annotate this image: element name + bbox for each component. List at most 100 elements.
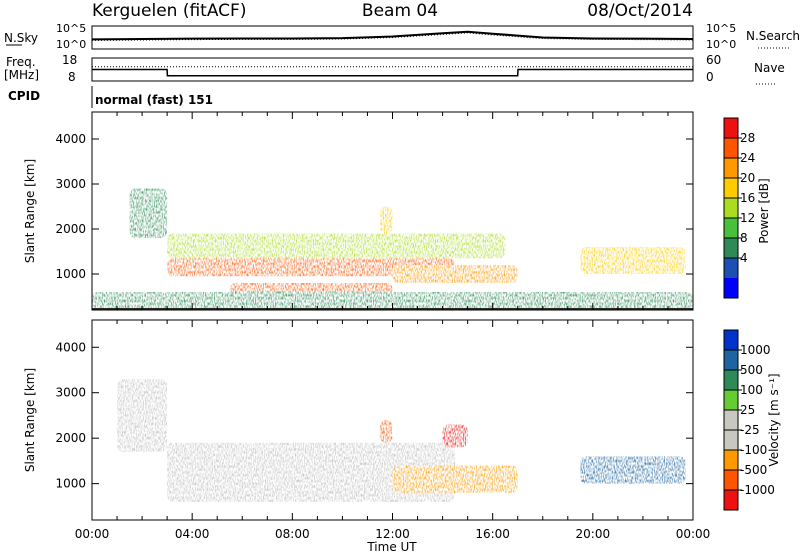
velocity-colorbar-tick-label-0: 1000 xyxy=(740,343,771,357)
noise-sky-label: N.Sky xyxy=(4,31,38,45)
power-colorbar-swatch-5 xyxy=(724,218,738,239)
velocity-colorbar-swatch-4 xyxy=(724,410,738,431)
velocity-colorbar-swatch-0 xyxy=(724,330,738,351)
power-colorbar-tick-label-1: 24 xyxy=(740,151,755,165)
freq-tick-18: 18 xyxy=(62,53,77,67)
noise-tick-top-left: 10^5 xyxy=(56,22,86,35)
noise-series-0 xyxy=(91,30,694,41)
power-region-7 xyxy=(92,292,693,309)
power-scatter xyxy=(92,188,693,309)
velocity-colorbar-tick-label-4: -25 xyxy=(740,423,760,437)
power-data xyxy=(92,188,693,310)
velocity-ylabel: Slant Range [km] xyxy=(23,368,37,472)
velocity-ytick-label-1: 2000 xyxy=(55,431,86,445)
velocity-colorbar-frame xyxy=(723,329,739,511)
power-colorbar-swatch-8 xyxy=(724,278,738,299)
time-tick-label-2: 08:00 xyxy=(275,527,310,541)
power-region-6 xyxy=(580,247,686,274)
velocity-region-4 xyxy=(580,456,686,484)
velocity-colorbar: 1000 500 100 25 -25 -100 -500 -1000 xyxy=(723,329,775,511)
velocity-data xyxy=(117,379,686,502)
velocity-colorbar-tick-label-7: -1000 xyxy=(740,483,775,497)
power-colorbar-tick-label-3: 16 xyxy=(740,191,755,205)
velocity-colorbar-swatch-8 xyxy=(724,490,738,511)
noise-lines xyxy=(91,30,694,41)
power-ylabel: Slant Range [km] xyxy=(23,159,37,263)
velocity-colorbar-swatch-5 xyxy=(724,430,738,451)
velocity-region-2 xyxy=(392,465,518,493)
velocity-ytick-label-3: 4000 xyxy=(55,340,86,354)
velocity-region-0 xyxy=(167,442,456,502)
power-ytick-label-1: 2000 xyxy=(55,222,86,236)
velocity-scatter xyxy=(117,379,686,502)
noise-tick-bottom-left: 10^0 xyxy=(56,38,86,51)
velocity-colorbar-tick-label-2: 100 xyxy=(740,383,763,397)
power-colorbar-label: Power [dB] xyxy=(757,178,771,243)
velocity-colorbar-swatch-7 xyxy=(724,470,738,491)
velocity-region-5 xyxy=(442,424,468,448)
cpid-label: CPID xyxy=(8,89,40,103)
freq-lines xyxy=(92,66,693,77)
power-region-4 xyxy=(129,188,168,238)
power-ytick-label-3: 4000 xyxy=(55,132,86,146)
freq-label-1: Freq. xyxy=(6,55,36,69)
freq-tick-8: 8 xyxy=(68,70,76,84)
power-colorbar-tick-label-6: 4 xyxy=(740,251,748,265)
power-region-3 xyxy=(392,265,518,283)
power-region-0 xyxy=(167,258,456,277)
power-colorbar-tick-label-0: 28 xyxy=(740,131,755,145)
noise-series-1 xyxy=(91,32,694,41)
power-region-5 xyxy=(379,206,393,234)
power-colorbar-tick-label-4: 12 xyxy=(740,211,755,225)
power-colorbar-swatch-0 xyxy=(724,118,738,139)
velocity-colorbar-tick-label-6: -500 xyxy=(740,463,767,477)
nave-label: Nave xyxy=(754,61,785,75)
velocity-colorbar-label: Velocity [m s⁻¹] xyxy=(767,373,781,466)
power-region-2 xyxy=(167,233,506,259)
power-panel-frame xyxy=(91,111,694,311)
power-colorbar-tick-label-5: 8 xyxy=(740,231,748,245)
noise-panel-frame xyxy=(91,25,694,50)
noise-tick-top-right: 10^5 xyxy=(706,22,736,35)
power-colorbar-swatch-7 xyxy=(724,258,738,279)
velocity-colorbar-swatch-1 xyxy=(724,350,738,371)
velocity-region-1 xyxy=(117,379,168,452)
power-ytick-label-2: 3000 xyxy=(55,177,86,191)
power-axes: 1000 2000 3000 4000 xyxy=(55,112,694,310)
time-tick-label-5: 20:00 xyxy=(576,527,611,541)
power-ytick-label-0: 1000 xyxy=(55,267,86,281)
cpid-value: normal (fast) 151 xyxy=(95,93,213,107)
power-colorbar-swatch-6 xyxy=(724,238,738,259)
time-tick-label-3: 12:00 xyxy=(375,527,410,541)
velocity-colorbar-swatch-3 xyxy=(724,390,738,411)
power-colorbar: 28 24 20 16 12 8 4 xyxy=(723,117,755,299)
noise-search-label: N.Search xyxy=(746,29,800,43)
beam-title: Beam 04 xyxy=(362,1,438,21)
station-title: Kerguelen (fitACF) xyxy=(92,1,246,21)
power-colorbar-tick-label-2: 20 xyxy=(740,171,755,185)
time-tick-label-1: 04:00 xyxy=(175,527,210,541)
time-axis: 00:00 04:00 08:00 12:00 16:00 20:00 00:00 xyxy=(75,527,711,541)
velocity-colorbar-swatch-2 xyxy=(724,370,738,391)
time-tick-label-6: 00:00 xyxy=(676,527,711,541)
power-colorbar-swatch-2 xyxy=(724,158,738,179)
power-colorbar-swatch-1 xyxy=(724,138,738,159)
velocity-colorbar-tick-label-1: 500 xyxy=(740,363,763,377)
time-tick-label-4: 16:00 xyxy=(475,527,510,541)
freq-series xyxy=(92,68,693,77)
power-colorbar-swatch-3 xyxy=(724,178,738,199)
velocity-colorbar-swatch-6 xyxy=(724,450,738,471)
freq-label-2: [MHz] xyxy=(4,68,39,82)
time-tick-label-0: 00:00 xyxy=(75,527,110,541)
power-colorbar-swatch-4 xyxy=(724,198,738,219)
velocity-axes: 1000 2000 3000 4000 xyxy=(55,320,694,520)
velocity-colorbar-tick-label-3: 25 xyxy=(740,403,755,417)
noise-tick-bottom-right: 10^0 xyxy=(706,38,736,51)
nave-tick-60: 60 xyxy=(706,53,721,67)
nave-tick-0: 0 xyxy=(706,70,714,84)
velocity-region-3 xyxy=(379,420,393,443)
time-axis-label: Time UT xyxy=(366,540,417,554)
velocity-colorbar-tick-label-5: -100 xyxy=(740,443,767,457)
power-colorbar-frame xyxy=(723,117,739,299)
